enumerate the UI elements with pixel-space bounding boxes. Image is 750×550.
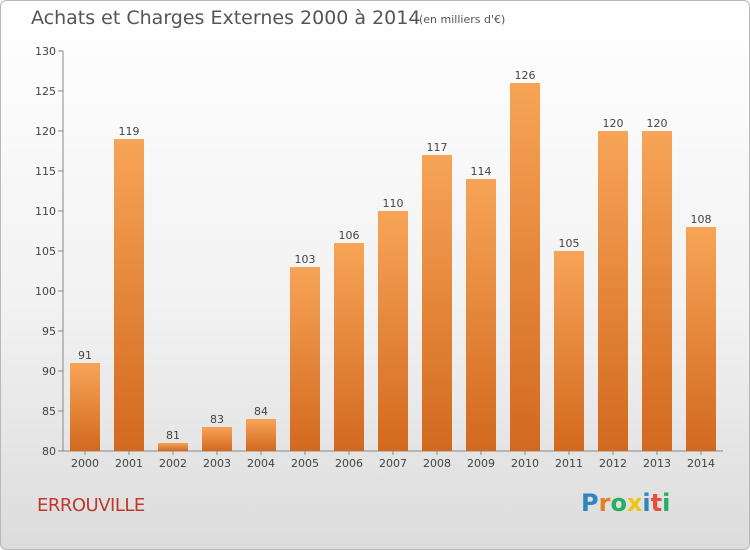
bar-2007 [378, 211, 408, 451]
bar-2010 [510, 83, 540, 451]
y-tick-label: 80 [42, 445, 56, 458]
y-tick-label: 120 [35, 125, 56, 138]
x-tick-label: 2007 [379, 457, 407, 470]
value-label-2009: 114 [471, 165, 492, 178]
chart-title: Achats et Charges Externes 2000 à 2014 [31, 7, 421, 29]
value-label-2003: 83 [210, 413, 224, 426]
bar-2001 [114, 139, 144, 451]
y-tick-label: 105 [35, 245, 56, 258]
bar-2013 [642, 131, 672, 451]
y-tick-label: 90 [42, 365, 56, 378]
bar-2009 [466, 179, 496, 451]
x-tick-label: 2000 [71, 457, 99, 470]
x-tick-label: 2008 [423, 457, 451, 470]
x-tick-label: 2014 [687, 457, 715, 470]
value-label-2010: 126 [515, 69, 536, 82]
bar-2012 [598, 131, 628, 451]
proxiti-logo: Proxiti [581, 489, 671, 517]
bar-2000 [70, 363, 100, 451]
x-tick-label: 2005 [291, 457, 319, 470]
value-label-2002: 81 [166, 429, 180, 442]
value-label-2001: 119 [119, 125, 140, 138]
x-tick-label: 2010 [511, 457, 539, 470]
x-tick-label: 2001 [115, 457, 143, 470]
y-tick-label: 100 [35, 285, 56, 298]
y-tick-label: 85 [42, 405, 56, 418]
bar-2011 [554, 251, 584, 451]
commune-name: ERROUVILLE [37, 495, 145, 516]
value-label-2000: 91 [78, 349, 92, 362]
value-label-2014: 108 [691, 213, 712, 226]
bar-2014 [686, 227, 716, 451]
value-label-2006: 106 [339, 229, 360, 242]
y-tick-label: 130 [35, 45, 56, 58]
chart-value-labels: 91 119 81 83 84 103 106 110 117 114 126 105 120 120 10… [78, 69, 712, 442]
y-tick-label: 95 [42, 325, 56, 338]
value-label-2005: 103 [295, 253, 316, 266]
x-tick-label: 2002 [159, 457, 187, 470]
chart-subtitle: (en milliers d'€) [419, 13, 506, 26]
bar-2002 [158, 443, 188, 451]
bar-2005 [290, 267, 320, 451]
x-tick-label: 2013 [643, 457, 671, 470]
value-label-2012: 120 [603, 117, 624, 130]
bar-2008 [422, 155, 452, 451]
x-tick-label: 2012 [599, 457, 627, 470]
x-tick-label: 2011 [555, 457, 583, 470]
value-label-2007: 110 [383, 197, 404, 210]
chart-bars [70, 83, 716, 451]
x-tick-label: 2006 [335, 457, 363, 470]
bar-2004 [246, 419, 276, 451]
value-label-2011: 105 [559, 237, 580, 250]
y-tick-label: 110 [35, 205, 56, 218]
bar-2003 [202, 427, 232, 451]
x-tick-label: 2004 [247, 457, 275, 470]
value-label-2013: 120 [647, 117, 668, 130]
bar-2006 [334, 243, 364, 451]
y-tick-label: 125 [35, 85, 56, 98]
x-tick-label: 2003 [203, 457, 231, 470]
x-tick-label: 2009 [467, 457, 495, 470]
y-tick-label: 115 [35, 165, 56, 178]
value-label-2004: 84 [254, 405, 268, 418]
value-label-2008: 117 [427, 141, 448, 154]
